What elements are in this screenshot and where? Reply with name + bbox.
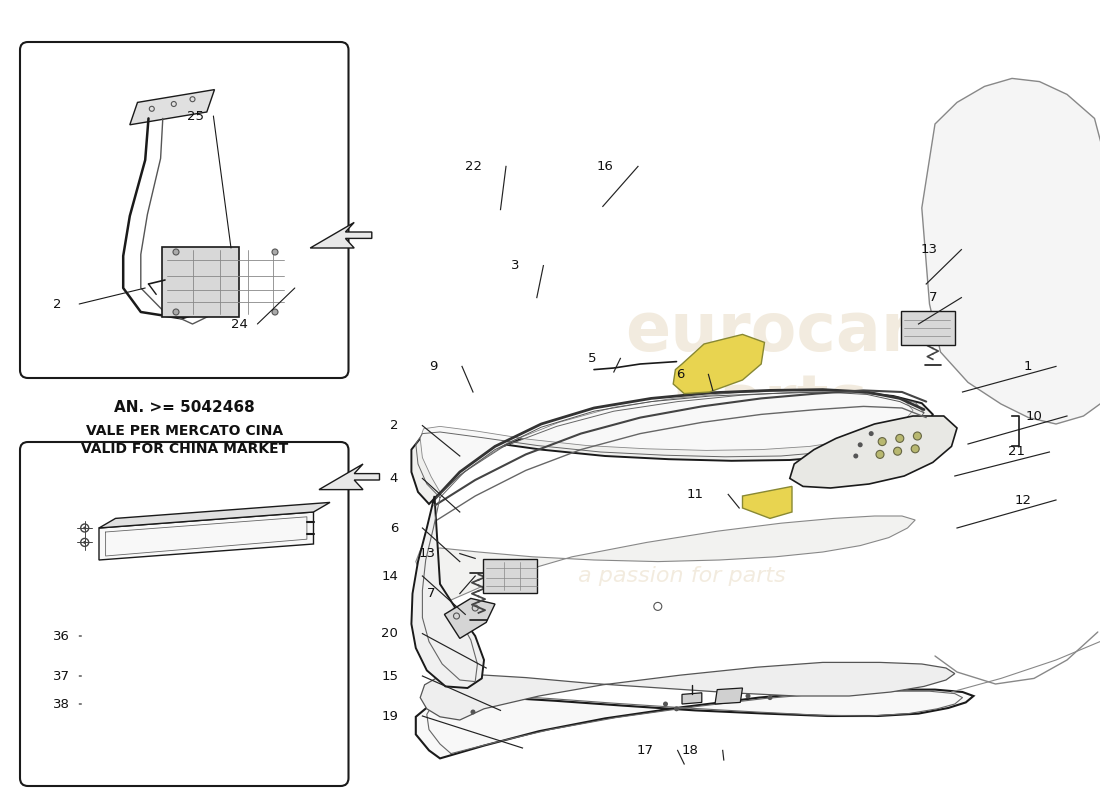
- Circle shape: [911, 445, 920, 453]
- Text: 21: 21: [1009, 446, 1025, 458]
- Text: 13: 13: [419, 547, 436, 560]
- Polygon shape: [742, 486, 792, 518]
- Polygon shape: [673, 334, 764, 394]
- FancyBboxPatch shape: [162, 247, 239, 317]
- Text: 13: 13: [921, 243, 937, 256]
- Circle shape: [471, 710, 475, 714]
- Text: 24: 24: [231, 318, 248, 330]
- Text: 11: 11: [688, 488, 704, 501]
- Text: 9: 9: [429, 360, 438, 373]
- Circle shape: [84, 526, 86, 530]
- Polygon shape: [416, 690, 974, 758]
- Polygon shape: [922, 78, 1100, 424]
- Text: 7: 7: [928, 291, 937, 304]
- Circle shape: [272, 309, 278, 315]
- Text: 5: 5: [587, 352, 596, 365]
- Text: 20: 20: [382, 627, 398, 640]
- Text: VALE PER MERCATO CINA
VALID FOR CHINA MARKET: VALE PER MERCATO CINA VALID FOR CHINA MA…: [81, 424, 288, 456]
- Text: 22: 22: [465, 160, 482, 173]
- Text: 2: 2: [389, 419, 398, 432]
- Circle shape: [663, 702, 668, 706]
- Polygon shape: [682, 693, 702, 704]
- Circle shape: [272, 249, 278, 255]
- Circle shape: [746, 694, 750, 698]
- Polygon shape: [319, 464, 380, 490]
- Text: AN. >= 5042468: AN. >= 5042468: [114, 400, 255, 415]
- Text: a passion for parts: a passion for parts: [579, 566, 785, 586]
- Text: 19: 19: [382, 710, 398, 722]
- Text: 25: 25: [187, 110, 204, 122]
- Text: 36: 36: [53, 630, 69, 642]
- Polygon shape: [411, 392, 933, 504]
- Text: 38: 38: [53, 698, 69, 710]
- Circle shape: [173, 249, 179, 255]
- Text: 6: 6: [675, 368, 684, 381]
- Circle shape: [84, 541, 86, 544]
- Text: 85: 85: [1001, 149, 1078, 203]
- Text: 16: 16: [597, 160, 614, 173]
- Circle shape: [878, 438, 887, 446]
- Text: 3: 3: [510, 259, 519, 272]
- Text: 18: 18: [682, 744, 698, 757]
- FancyBboxPatch shape: [901, 311, 955, 345]
- Circle shape: [173, 309, 179, 315]
- Text: 15: 15: [382, 670, 398, 682]
- FancyBboxPatch shape: [20, 42, 349, 378]
- Polygon shape: [99, 512, 314, 560]
- Polygon shape: [420, 662, 955, 720]
- Polygon shape: [130, 90, 214, 125]
- Text: 14: 14: [382, 570, 398, 582]
- Circle shape: [893, 447, 902, 455]
- Polygon shape: [411, 496, 484, 688]
- Polygon shape: [416, 516, 915, 600]
- Circle shape: [869, 431, 873, 436]
- FancyBboxPatch shape: [483, 559, 537, 593]
- Circle shape: [913, 432, 922, 440]
- Circle shape: [674, 706, 679, 711]
- Text: 6: 6: [389, 522, 398, 534]
- Circle shape: [876, 450, 884, 458]
- Text: 37: 37: [53, 670, 69, 682]
- Text: 1: 1: [1023, 360, 1032, 373]
- Circle shape: [895, 434, 904, 442]
- Circle shape: [768, 695, 772, 700]
- Text: 4: 4: [389, 472, 398, 485]
- Text: eurocar
parts: eurocar parts: [626, 299, 914, 437]
- Polygon shape: [99, 502, 330, 528]
- Polygon shape: [310, 222, 372, 248]
- Text: 7: 7: [427, 587, 436, 600]
- Circle shape: [854, 454, 858, 458]
- Polygon shape: [444, 598, 495, 638]
- Text: 17: 17: [637, 744, 653, 757]
- FancyBboxPatch shape: [20, 442, 349, 786]
- Polygon shape: [420, 390, 913, 492]
- Text: 12: 12: [1015, 494, 1032, 506]
- Polygon shape: [790, 416, 957, 488]
- Text: 2: 2: [53, 298, 62, 310]
- Text: 10: 10: [1026, 410, 1043, 422]
- Polygon shape: [715, 688, 742, 704]
- Circle shape: [858, 442, 862, 447]
